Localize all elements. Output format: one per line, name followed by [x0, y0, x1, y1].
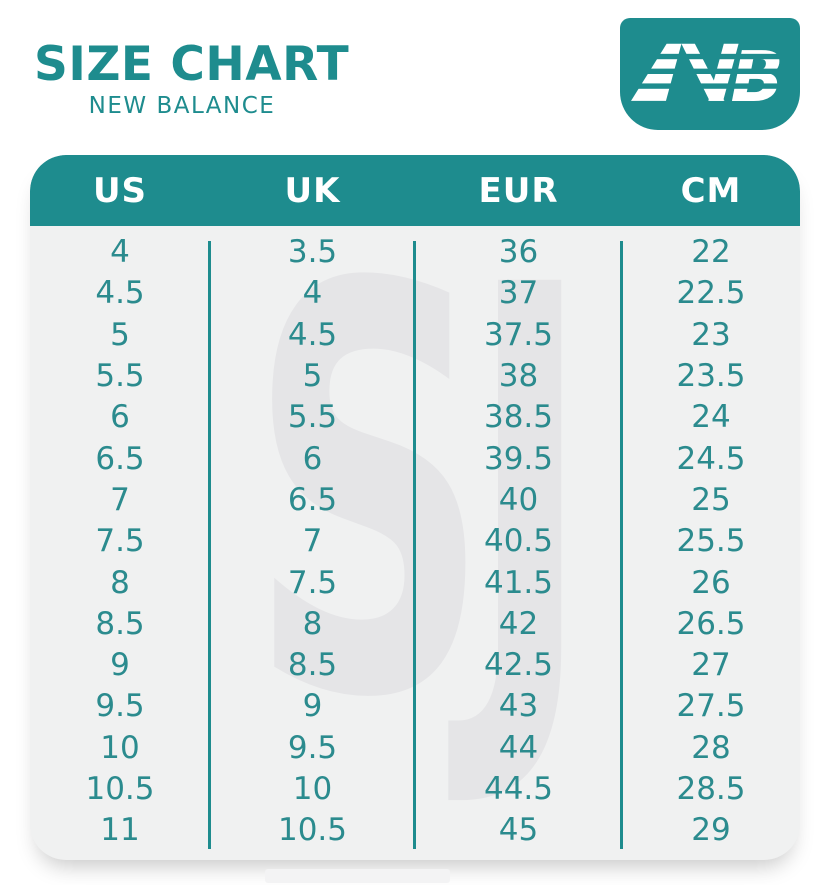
- size-cell: 8.5: [287, 647, 338, 684]
- table-body: 4 3.5 36 22 4.5 4 37 22.5 5 4.5 37.5 23 5.5 5 38 23.5 6 5…: [30, 232, 800, 851]
- size-cell: 7: [302, 523, 323, 560]
- page-title: SIZE CHART: [34, 37, 350, 92]
- table-row: 8 7.5 41.5 26: [30, 562, 800, 603]
- size-cell: 37.5: [483, 316, 554, 353]
- size-cell: 7: [110, 481, 130, 518]
- table-row: 9.5 9 43 27.5: [30, 686, 800, 727]
- size-cell: 4: [110, 234, 130, 271]
- size-cell: 10.5: [85, 771, 155, 807]
- nb-logo-b-letter: B: [731, 37, 784, 118]
- size-cell: 5: [302, 358, 323, 395]
- size-cell: 42: [498, 605, 539, 642]
- table-row: 6.5 6 39.5 24.5: [30, 438, 800, 479]
- size-cell: 7.5: [95, 523, 145, 560]
- table-row: 5.5 5 38 23.5: [30, 356, 800, 397]
- size-cell: 9.5: [287, 729, 338, 766]
- size-cell: 41.5: [483, 564, 554, 601]
- size-cell: 6: [302, 440, 323, 477]
- table-row: 10 9.5 44 28: [30, 728, 800, 769]
- table-row: 4.5 4 37 22.5: [30, 273, 800, 314]
- size-cell: 40.5: [483, 523, 554, 560]
- size-cell: 27: [691, 647, 731, 684]
- size-cell: 9: [110, 647, 130, 684]
- column-header-eur: EUR: [478, 170, 559, 211]
- size-cell: 4: [302, 275, 323, 312]
- size-cell: 36: [498, 234, 539, 271]
- table-row: 7 6.5 40 25: [30, 480, 800, 521]
- size-cell: 3.5: [287, 234, 338, 271]
- size-table-card: SJ US UK EUR CM 4 3.5 36 22 4.5 4 37 22.5 5 4.5 37…: [30, 155, 800, 860]
- title-block: SIZE CHART NEW BALANCE: [34, 37, 350, 120]
- size-cell: 29: [691, 812, 731, 849]
- size-cell: 40: [498, 481, 539, 518]
- table-row: 8.5 8 42 26.5: [30, 604, 800, 645]
- column-header-uk: UK: [284, 170, 341, 211]
- size-cell: 45: [498, 812, 539, 849]
- size-cell: 8: [110, 564, 130, 601]
- size-cell: 42.5: [483, 647, 554, 684]
- page-subtitle: NEW BALANCE: [88, 93, 276, 120]
- size-cell: 24: [691, 399, 731, 436]
- background-watermark: SJ: [248, 169, 592, 821]
- size-cell: 9.5: [95, 688, 145, 725]
- size-cell: 4.5: [287, 316, 338, 353]
- size-cell: 24.5: [676, 440, 746, 477]
- size-cell: 25: [691, 481, 731, 518]
- size-cell: 4.5: [95, 275, 145, 312]
- size-cell: 25.5: [676, 523, 746, 560]
- size-cell: 44.5: [483, 771, 554, 807]
- size-cell: 23.5: [676, 358, 746, 395]
- size-cell: 7.5: [287, 564, 338, 601]
- size-cell: 23: [691, 316, 731, 353]
- column-header-us: US: [92, 170, 148, 211]
- size-cell: 22.5: [676, 275, 746, 312]
- size-cell: 26.5: [676, 605, 746, 642]
- table-row: 5 4.5 37.5 23: [30, 315, 800, 356]
- size-cell: 38.5: [483, 399, 554, 436]
- table-row: 10.5 10 44.5 28.5: [30, 769, 800, 810]
- size-cell: 10: [100, 729, 140, 766]
- size-cell: 5: [110, 316, 130, 353]
- size-cell: 6.5: [287, 481, 338, 518]
- size-cell: 22: [691, 234, 731, 271]
- size-cell: 38: [498, 358, 539, 395]
- new-balance-logo: B: [620, 18, 800, 130]
- table-header-row: US UK EUR CM: [30, 155, 800, 226]
- size-cell: 6.5: [95, 440, 145, 477]
- size-cell: 37: [498, 275, 539, 312]
- table-row: 4 3.5 36 22: [30, 232, 800, 273]
- size-cell: 43: [498, 688, 539, 725]
- size-cell: 10.5: [277, 812, 348, 849]
- size-cell: 28: [691, 729, 731, 766]
- column-header-cm: CM: [680, 170, 742, 211]
- size-cell: 44: [498, 729, 539, 766]
- size-cell: 11: [100, 812, 140, 849]
- size-cell: 5.5: [95, 358, 145, 395]
- nb-monogram-icon: B: [631, 37, 789, 118]
- size-cell: 8: [302, 605, 323, 642]
- size-cell: 6: [110, 399, 130, 436]
- table-row: 11 10.5 45 29: [30, 810, 800, 851]
- size-cell: 39.5: [483, 440, 554, 477]
- column-divider-3: [620, 241, 623, 849]
- column-divider-1: [208, 241, 211, 849]
- column-divider-2: [413, 241, 416, 849]
- size-cell: 9: [302, 688, 323, 725]
- size-cell: 26: [691, 564, 731, 601]
- table-row: 6 5.5 38.5 24: [30, 397, 800, 438]
- table-row: 9 8.5 42.5 27: [30, 645, 800, 686]
- footer-watermark: [265, 869, 450, 883]
- size-cell: 8.5: [95, 605, 145, 642]
- size-cell: 5.5: [287, 399, 338, 436]
- size-cell: 28.5: [676, 771, 746, 807]
- size-cell: 27.5: [676, 688, 746, 725]
- size-cell: 10: [292, 771, 333, 807]
- table-row: 7.5 7 40.5 25.5: [30, 521, 800, 562]
